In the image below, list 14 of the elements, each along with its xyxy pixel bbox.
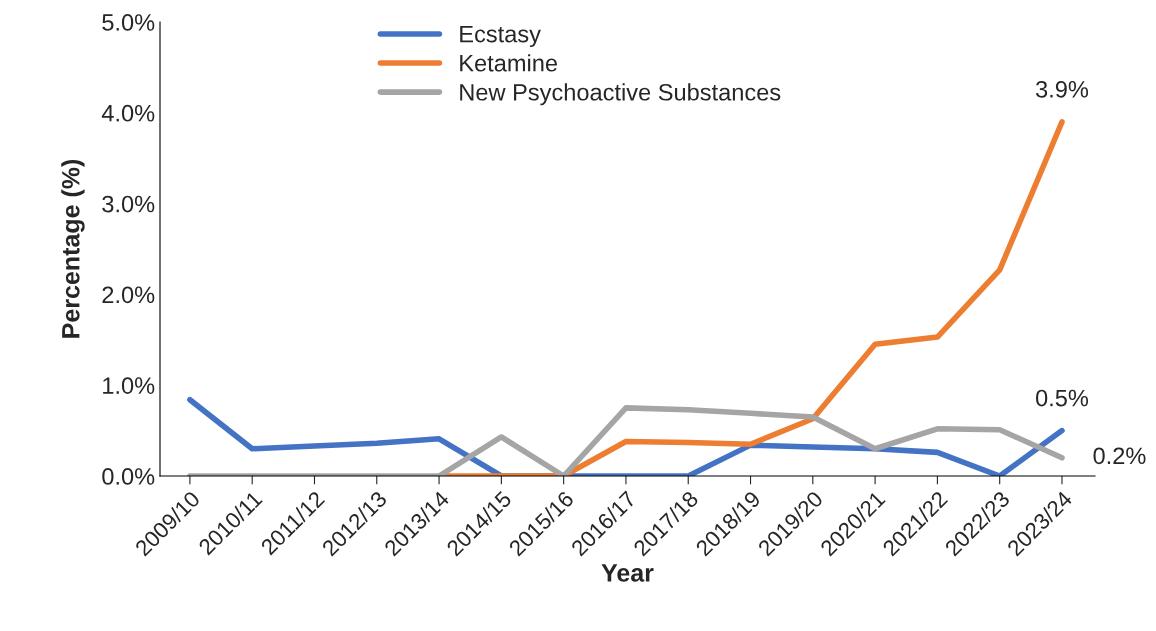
x-axis-title: Year <box>601 564 654 582</box>
legend-label: Ketamine <box>460 54 557 72</box>
legend-label: Ecstasy <box>460 25 541 48</box>
data-label: 3.9% <box>1035 80 1089 98</box>
y-tick-label: 5.0% <box>102 14 155 31</box>
y-tick-label: 4.0% <box>101 104 155 122</box>
y-tick-label: 3.0% <box>102 195 155 213</box>
y-tick-label: 0.0% <box>102 468 155 485</box>
legend-label: New Psychoactive Substances <box>460 83 781 106</box>
y-axis-title: Percentage (%) <box>61 159 85 338</box>
y-tick-label: 2.0% <box>102 286 155 304</box>
y-tick-label: 1.0% <box>103 377 155 394</box>
data-label: 0.2% <box>1093 447 1146 465</box>
data-label: 0.5% <box>1036 389 1089 407</box>
